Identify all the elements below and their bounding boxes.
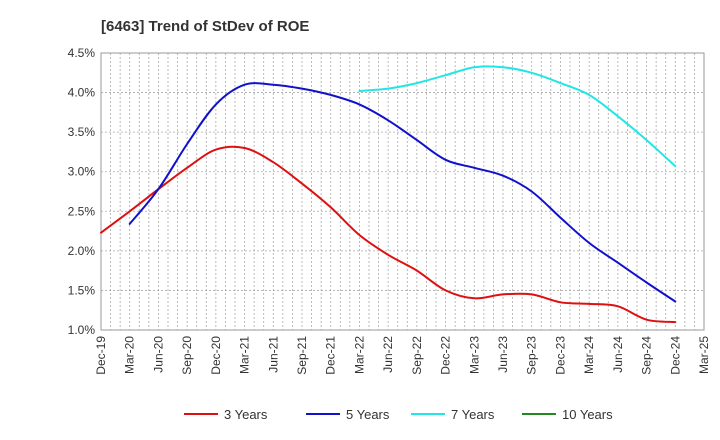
x-tick-label: Jun-24 [611, 336, 625, 373]
x-tick-label: Sep-22 [410, 336, 424, 375]
plot-frame [100, 52, 705, 331]
y-tick-label: 1.5% [68, 283, 96, 297]
y-tick-label: 3.5% [68, 125, 96, 139]
legend-label: 7 Years [451, 407, 495, 422]
legend-label: 10 Years [562, 407, 613, 422]
series-lines [100, 65, 677, 324]
x-tick-label: Sep-20 [180, 336, 194, 375]
y-tick-label: 4.0% [68, 86, 96, 100]
y-tick-label: 2.0% [68, 244, 96, 258]
x-tick-label: Dec-21 [324, 336, 338, 375]
x-tick-label: Sep-24 [640, 336, 654, 375]
legend-label: 3 Years [224, 407, 268, 422]
x-tick-label: Mar-22 [352, 336, 366, 374]
x-tick-label: Dec-20 [209, 336, 223, 375]
x-tick-label: Jun-23 [496, 336, 510, 373]
chart-title: [6463] Trend of StDev of ROE [101, 18, 309, 35]
x-tick-label: Jun-21 [266, 336, 280, 373]
x-tick-label: Dec-23 [553, 336, 567, 375]
legend-label: 5 Years [346, 407, 390, 422]
series-line-2 [128, 82, 677, 303]
x-axis-tick-labels: Dec-19 Mar-20 Jun-20 Sep-20 Dec-20 Mar-21 Jun-… [94, 336, 711, 375]
x-tick-label: Mar-25 [697, 336, 711, 374]
y-axis-tick-labels: 1.0% 1.5% 2.0% 2.5% 3.0% 3.5% 4.0% 4.5% [68, 46, 96, 337]
legend: 3 Years 5 Years 7 Years 10 Years [184, 407, 613, 422]
x-tick-label: Jun-20 [151, 336, 165, 373]
x-tick-label: Mar-20 [123, 336, 137, 374]
y-tick-label: 2.5% [68, 204, 96, 218]
x-tick-label: Jun-22 [381, 336, 395, 373]
x-tick-label: Mar-24 [582, 336, 596, 374]
grid [101, 53, 704, 330]
y-tick-label: 4.5% [68, 46, 96, 60]
x-tick-label: Mar-21 [238, 336, 252, 374]
x-tick-label: Mar-23 [467, 336, 481, 374]
y-tick-label: 3.0% [68, 165, 96, 179]
x-tick-label: Sep-21 [295, 336, 309, 375]
y-tick-label: 1.0% [68, 323, 96, 337]
x-tick-label: Sep-23 [525, 336, 539, 375]
x-tick-label: Dec-24 [668, 336, 682, 375]
x-tick-label: Dec-22 [439, 336, 453, 375]
x-tick-label: Dec-19 [94, 336, 108, 375]
series-line-3 [358, 65, 677, 168]
series-line-1 [100, 145, 677, 324]
